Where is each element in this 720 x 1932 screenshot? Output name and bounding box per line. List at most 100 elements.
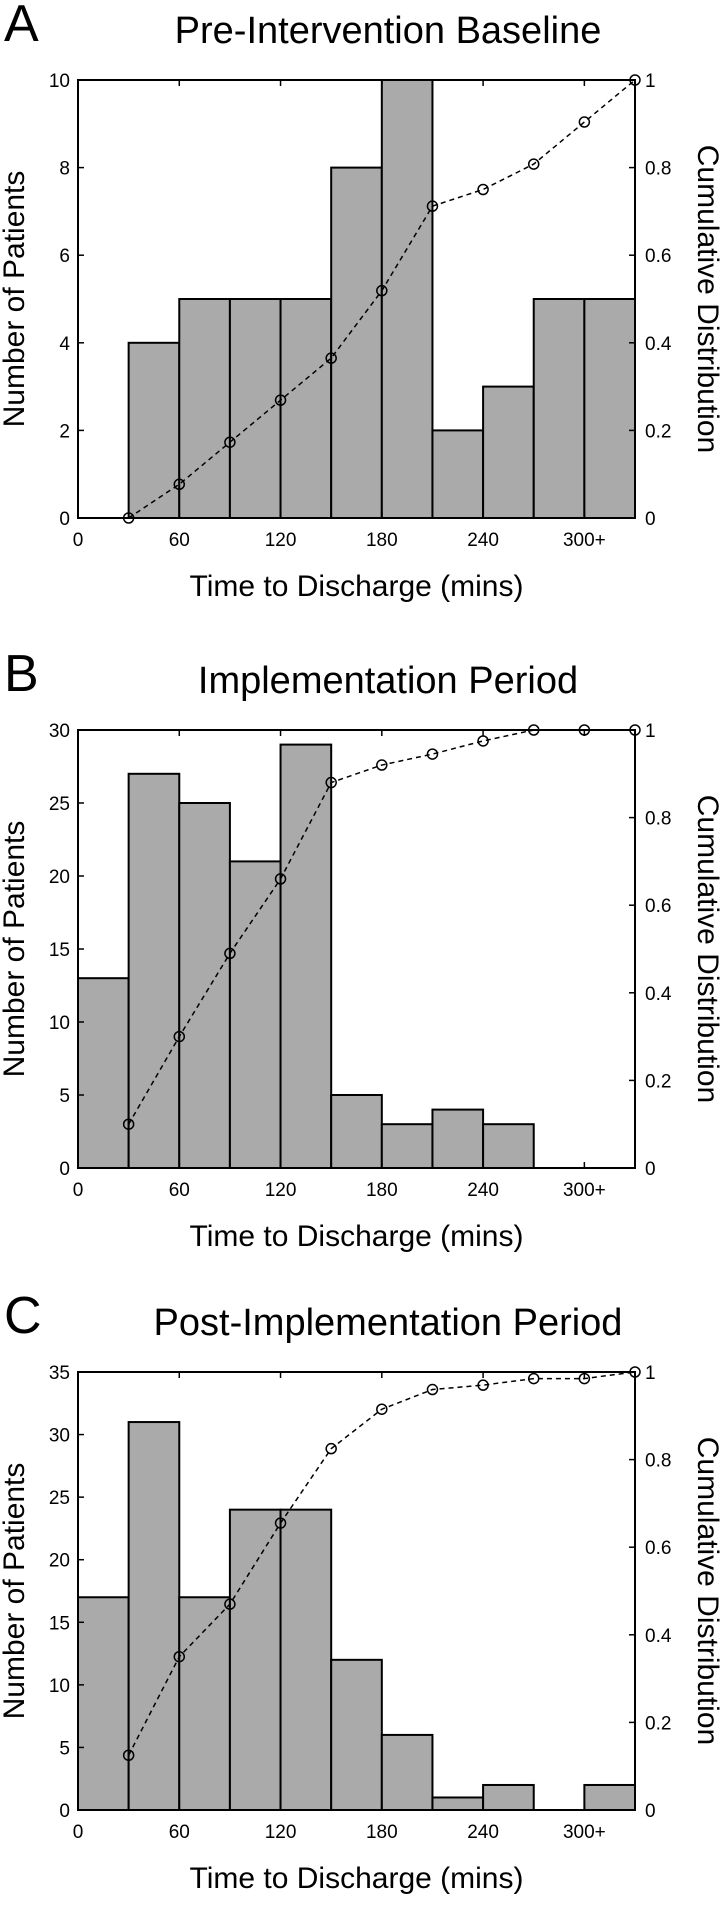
histogram-bar (380, 1123, 434, 1170)
histogram-bar (583, 298, 637, 519)
y-tick-label: 20 (49, 867, 70, 888)
cumulative-point (325, 352, 337, 364)
histogram-chart-c: 0 60 120 180 240 300+ 0 5 10 15 20 25 30 35 0 0.2 0.4 0.6… (0, 1363, 720, 1895)
plot-frame (77, 79, 636, 519)
histogram-bar (228, 860, 282, 1169)
y-tick-label: 10 (49, 1013, 70, 1034)
y-tick-label: 4 (59, 334, 70, 355)
cumulative-point (224, 947, 236, 960)
histogram-bar (380, 79, 434, 519)
y-tick-label: 0 (59, 1801, 70, 1822)
cumulative-point (173, 1030, 186, 1043)
histogram-bar (178, 298, 231, 519)
cumulative-point (122, 1118, 135, 1130)
cumulative-point (376, 284, 388, 297)
cumulative-point (629, 724, 641, 736)
cumulative-point (274, 1517, 287, 1529)
histogram-bar (532, 298, 586, 519)
panel-a: A Pre-Intervention Baseline 0 60 120 180 240… (0, 0, 720, 640)
histogram-bar (330, 1094, 383, 1169)
y-tick-label: 20 (49, 1551, 70, 1572)
histogram-bar (583, 1783, 637, 1812)
histogram-bar (431, 1796, 485, 1812)
y2-tick-label: 0 (645, 1159, 656, 1180)
x-axis-label: Time to Discharge (mins) (190, 1220, 524, 1253)
y-tick-label: 35 (49, 1363, 70, 1384)
x-tick-label: 60 (169, 1822, 190, 1843)
cumulative-point (274, 873, 287, 885)
y-tick-label: 10 (49, 1676, 70, 1697)
cumulative-point (527, 1372, 540, 1385)
cumulative-point (376, 759, 388, 771)
y2-tick-label: 0 (645, 1801, 656, 1822)
cumulative-point (122, 1749, 135, 1761)
histogram-bar (431, 429, 485, 519)
histogram-bar (482, 1123, 535, 1170)
plot-frame (77, 1371, 636, 1811)
cumulative-point (426, 748, 439, 760)
cumulative-point (527, 724, 540, 736)
cumulative-point (477, 735, 489, 747)
x-tick-label: 240 (467, 1822, 499, 1843)
x-tick-label: 120 (265, 1822, 297, 1843)
cumulative-point (578, 1372, 591, 1385)
x-tick-label: 60 (169, 1180, 190, 1201)
cumulative-point (629, 74, 641, 86)
x-tick-label: 60 (169, 530, 190, 551)
cumulative-point (122, 512, 135, 524)
cumulative-point (578, 724, 591, 736)
cumulative-point (426, 1383, 439, 1396)
panel-c: C Post-Implementation Period 0 60 120 180 24… (0, 1287, 720, 1932)
histogram-bar (228, 1508, 282, 1812)
cumulative-point (274, 394, 287, 406)
panel-b: B Implementation Period 0 60 120 180 240 300+… (0, 645, 720, 1290)
cumulative-point (629, 1366, 641, 1378)
y2-tick-label: 0.8 (645, 809, 671, 830)
cumulative-point (527, 158, 540, 170)
panel-letter: B (4, 645, 39, 703)
cumulative-line (127, 1371, 636, 1756)
y2-axis-label: Cumulative Distribution (691, 1437, 720, 1745)
cumulative-point (426, 200, 439, 212)
y-tick-label: 30 (49, 1426, 70, 1447)
y-tick-label: 0 (59, 509, 70, 530)
x-tick-label: 240 (467, 1180, 499, 1201)
y2-tick-label: 0 (645, 509, 656, 530)
y-axis-label: Number of Patients (0, 171, 31, 428)
chart-title: Post-Implementation Period (153, 1302, 623, 1344)
y2-axis-label: Cumulative Distribution (691, 145, 720, 453)
y2-tick-label: 0.4 (645, 334, 672, 355)
cumulative-line (127, 729, 635, 1125)
histogram-bar (279, 743, 333, 1169)
chart-title: Implementation Period (197, 660, 579, 702)
y2-tick-label: 0.4 (645, 984, 672, 1005)
histogram-chart-b: 0 60 120 180 240 300+ 0 5 10 15 20 25 30 0 0.2 0.4 0.6 0.… (0, 721, 720, 1253)
cumulative-point (477, 183, 489, 196)
y2-tick-label: 1 (645, 721, 656, 742)
x-tick-label: 300+ (563, 530, 606, 551)
y2-tick-label: 0.2 (645, 1713, 671, 1734)
y2-tick-label: 0.6 (645, 246, 671, 267)
cumulative-line (128, 79, 636, 519)
histogram-bar (431, 1108, 485, 1170)
cumulative-point (578, 116, 591, 128)
y-axis-label: Number of Patients (0, 1463, 31, 1720)
y-tick-label: 25 (49, 1488, 70, 1509)
y2-tick-label: 0.8 (645, 159, 671, 180)
histogram-bar (482, 1783, 535, 1812)
y2-axis-label: Cumulative Distribution (691, 795, 720, 1103)
histogram-bar (77, 1596, 130, 1811)
histogram-bar (279, 298, 333, 519)
histogram-bar (380, 1733, 434, 1811)
histogram-bar (279, 1508, 333, 1812)
y2-tick-label: 1 (645, 71, 656, 92)
x-tick-label: 240 (467, 530, 499, 551)
y2-tick-label: 0.2 (645, 421, 671, 442)
histogram-bar (178, 1596, 231, 1811)
histogram-bar (482, 385, 535, 519)
y-tick-label: 8 (59, 159, 70, 180)
y-tick-label: 30 (49, 721, 70, 742)
cumulative-point (224, 1598, 236, 1610)
x-tick-label: 180 (366, 1822, 398, 1843)
x-tick-label: 300+ (563, 1822, 606, 1843)
